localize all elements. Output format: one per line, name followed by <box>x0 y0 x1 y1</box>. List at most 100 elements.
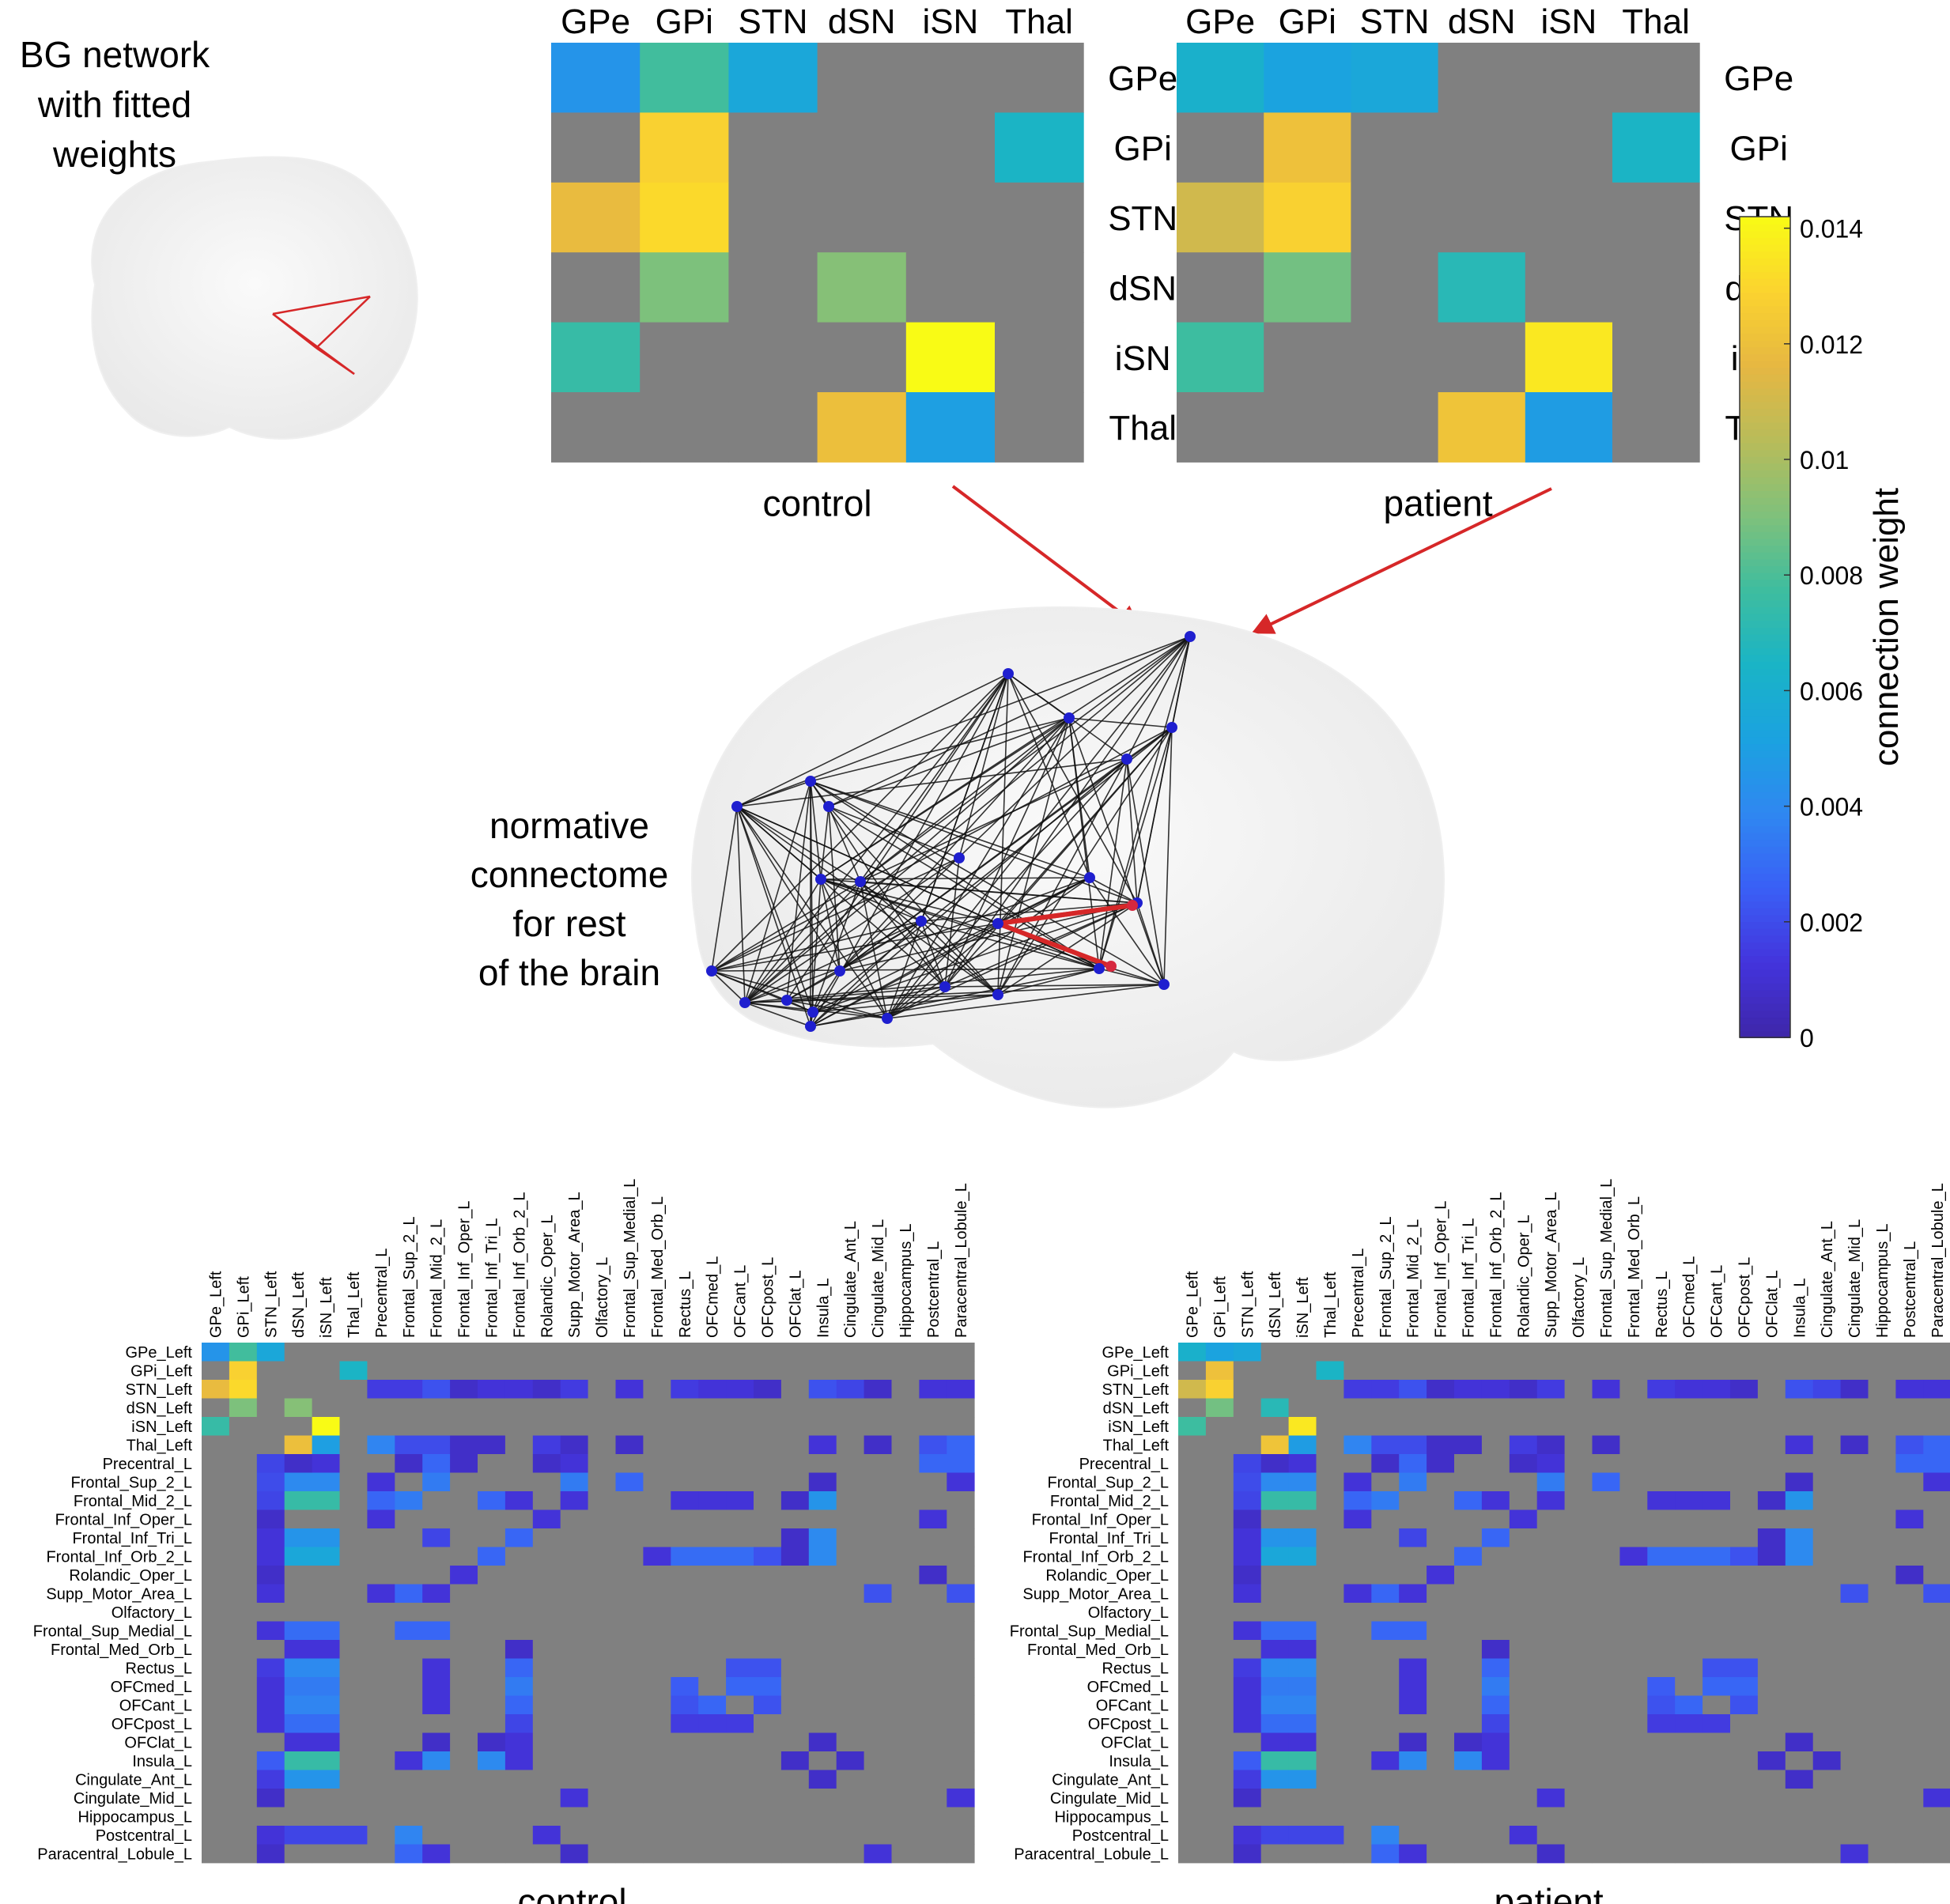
heatmap-cell <box>339 1789 368 1808</box>
heatmap-cell <box>1730 1695 1759 1715</box>
heatmap-cell <box>780 1826 810 1845</box>
heatmap-cell <box>1647 1491 1676 1510</box>
heatmap-cell <box>1260 1547 1289 1566</box>
heatmap-cell <box>1536 1566 1565 1585</box>
row-label: Paracentral_Lobule_L <box>1014 1845 1169 1863</box>
heatmap-cell <box>339 1603 368 1622</box>
heatmap-cell <box>1233 1509 1262 1529</box>
heatmap-cell <box>532 1621 561 1641</box>
heatmap-cell <box>395 1640 423 1659</box>
heatmap-cell <box>1564 1695 1593 1715</box>
heatmap-cell <box>1509 1361 1538 1381</box>
heatmap-cell <box>1840 1751 1869 1770</box>
colorbar-segment <box>1740 654 1790 663</box>
colorbar-segment <box>1740 572 1790 580</box>
heatmap-cell <box>588 1732 616 1752</box>
connectome-edge <box>828 717 1070 807</box>
connectome-node <box>1158 979 1170 990</box>
heatmap-cell <box>284 1584 312 1604</box>
heatmap-cell <box>505 1343 534 1362</box>
heatmap-cell <box>1371 1807 1400 1827</box>
colorbar-tick-label: 0.01 <box>1800 446 1849 474</box>
heatmap-cell <box>1564 1603 1593 1622</box>
row-label: Postcentral_L <box>1072 1827 1169 1845</box>
colorbar-tick-label: 0.014 <box>1800 215 1863 244</box>
heatmap-cell <box>1205 1658 1234 1678</box>
colorbar-segment <box>1740 1023 1790 1032</box>
heatmap-cell <box>395 1844 423 1864</box>
heatmap-cell <box>808 1547 837 1566</box>
heatmap-cell <box>1371 1343 1400 1362</box>
heatmap-cell <box>367 1770 395 1789</box>
heatmap-cell <box>671 1398 699 1418</box>
heatmap-cell <box>1481 1528 1510 1547</box>
colorbar-segment <box>1740 455 1790 464</box>
heatmap-cell <box>505 1751 534 1770</box>
heatmap-cell <box>671 1844 699 1864</box>
heatmap-cell <box>1757 1547 1786 1566</box>
heatmap-cell <box>450 1380 478 1399</box>
heatmap-cell <box>891 1844 920 1864</box>
heatmap-cell <box>1316 1658 1344 1678</box>
heatmap-cell <box>1785 1695 1814 1715</box>
heatmap-cell <box>1730 1343 1759 1362</box>
heatmap-cell <box>1288 1547 1317 1566</box>
heatmap-cell <box>422 1658 451 1678</box>
heatmap-cell <box>1343 1714 1372 1733</box>
row-label: Cingulate_Mid_L <box>1050 1790 1169 1808</box>
heatmap-cell <box>229 1677 258 1696</box>
heatmap-cell <box>229 1361 258 1381</box>
heatmap-cell <box>395 1584 423 1604</box>
heatmap-cell <box>1316 1732 1344 1752</box>
small-brain-outline <box>91 156 418 440</box>
heatmap-cell <box>780 1640 810 1659</box>
heatmap-cell <box>947 1658 975 1678</box>
heatmap-cell <box>1564 1509 1593 1529</box>
heatmap-cell <box>864 1789 892 1808</box>
colorbar-segment <box>1740 551 1790 560</box>
heatmap-cell <box>256 1695 285 1715</box>
heatmap-cell <box>1288 1751 1317 1770</box>
heatmap-cell <box>367 1621 395 1641</box>
heatmap-cell <box>256 1528 285 1547</box>
heatmap-cell <box>891 1454 920 1473</box>
heatmap-cell <box>1536 1826 1565 1845</box>
heatmap-cell <box>588 1658 616 1678</box>
heatmap-cell <box>947 1472 975 1492</box>
heatmap-cell <box>284 1640 312 1659</box>
heatmap-cell <box>919 1640 947 1659</box>
heatmap-cell <box>671 1826 699 1845</box>
heatmap-cell <box>726 1826 754 1845</box>
heatmap-cell <box>615 1454 644 1473</box>
heatmap-cell <box>422 1770 451 1789</box>
heatmap-cell <box>615 1417 644 1436</box>
heatmap-cell <box>422 1547 451 1566</box>
heatmap-cell <box>1316 1380 1344 1399</box>
heatmap-cell <box>422 1621 451 1641</box>
heatmap-cell <box>1525 112 1613 183</box>
heatmap-cell <box>1509 1398 1538 1418</box>
heatmap-cell <box>588 1472 616 1492</box>
colorbar-segment <box>1740 401 1790 410</box>
heatmap-cell <box>1702 1658 1731 1678</box>
heatmap-cell <box>1316 1751 1344 1770</box>
heatmap-cell <box>808 1398 837 1418</box>
colorbar-segment <box>1740 818 1790 826</box>
heatmap-cell <box>1205 1621 1234 1641</box>
heatmap-cell <box>1647 1509 1676 1529</box>
heatmap-cell <box>1233 1789 1262 1808</box>
connectome-node <box>807 1007 818 1018</box>
heatmap-cell <box>1233 1640 1262 1659</box>
heatmap-cell <box>1923 1807 1950 1827</box>
heatmap-cell <box>1509 1547 1538 1566</box>
column-label: Frontal_Inf_Orb_2_L <box>1487 1192 1505 1338</box>
heatmap-cell <box>312 1789 340 1808</box>
heatmap-cell <box>1840 1807 1869 1827</box>
heatmap-cell <box>312 1732 340 1752</box>
heatmap-cell <box>450 1770 478 1789</box>
heatmap-cell <box>1923 1584 1950 1604</box>
heatmap-cell <box>1399 1621 1427 1641</box>
heatmap-cell <box>780 1770 810 1789</box>
connectome-edges <box>711 636 1191 1027</box>
colorbar-segment <box>1740 901 1790 909</box>
